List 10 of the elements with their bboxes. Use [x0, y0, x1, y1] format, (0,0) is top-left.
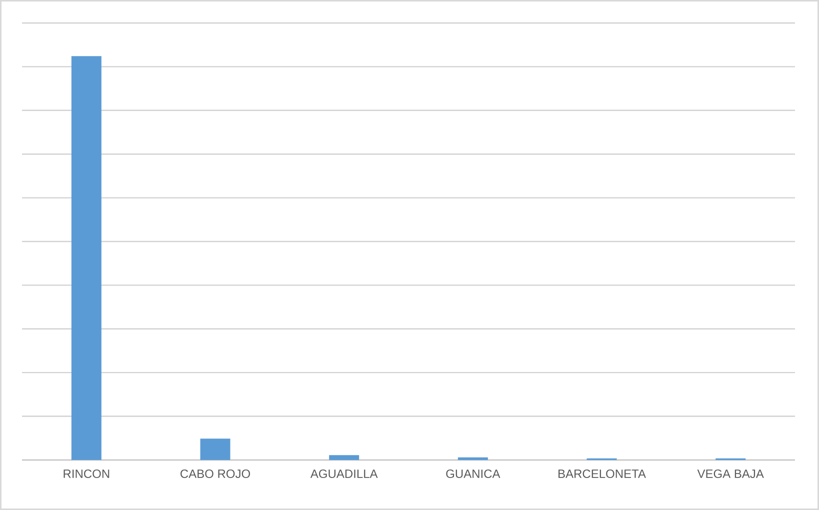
- x-tick-label: GUANICA: [446, 470, 500, 478]
- bar: [458, 457, 488, 460]
- x-tick-label: RINCON: [64, 470, 110, 478]
- x-tick-label: BARCELONETA: [558, 470, 646, 478]
- x-tick-label: VEGA BAJA: [697, 470, 764, 478]
- bar: [329, 455, 360, 460]
- x-tick-label: AGUADILLA: [310, 470, 378, 478]
- x-tick-label: CABO ROJO: [180, 470, 250, 478]
- bar: [71, 56, 102, 460]
- bar: [200, 438, 230, 460]
